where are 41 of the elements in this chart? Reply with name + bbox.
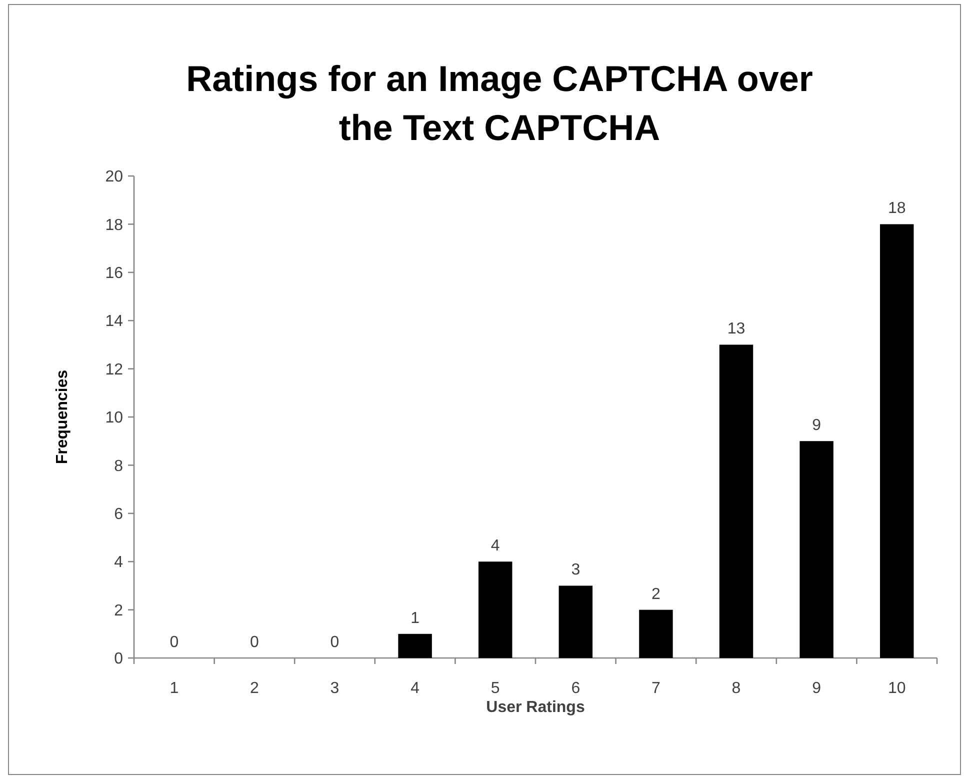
- bar: [800, 441, 834, 658]
- y-tick-label: 20: [105, 168, 124, 186]
- bar: [558, 586, 593, 658]
- y-tick-label: 0: [114, 650, 124, 668]
- y-tick-label: 2: [114, 602, 124, 620]
- bar: [398, 634, 432, 658]
- data-label: 18: [888, 200, 906, 218]
- y-tick-label: 12: [105, 361, 124, 378]
- data-label: 4: [490, 538, 500, 555]
- x-tick-label: 8: [732, 680, 741, 697]
- chart-title: Ratings for an Image CAPTCHA over the Text CAPTCHA: [186, 58, 813, 148]
- y-tick-label: 18: [105, 216, 124, 234]
- bar: [639, 610, 673, 658]
- x-tick-label: 6: [571, 680, 580, 697]
- bar: [880, 224, 914, 658]
- bar: [478, 562, 512, 658]
- data-label: 13: [727, 320, 746, 338]
- x-axis-title: User Ratings: [486, 699, 585, 716]
- x-tick-label: 4: [410, 680, 420, 697]
- x-tick-label: 2: [250, 680, 259, 697]
- x-tick-label: 9: [812, 680, 822, 697]
- y-tick-label: 6: [114, 506, 124, 523]
- x-tick-label: 10: [888, 680, 906, 697]
- x-tick-label: 3: [330, 680, 340, 697]
- data-label: 2: [651, 586, 660, 603]
- data-label: 3: [571, 562, 580, 579]
- data-label: 1: [410, 610, 420, 627]
- data-label: 0: [170, 634, 179, 651]
- x-tick-label: 1: [170, 680, 179, 697]
- x-tick-label: 5: [490, 680, 500, 697]
- data-label: 0: [250, 634, 259, 651]
- data-label: 9: [812, 417, 822, 434]
- data-label: 0: [330, 634, 340, 651]
- y-tick-label: 16: [105, 265, 124, 282]
- y-axis-title: Frequencies: [54, 370, 71, 464]
- y-tick-label: 14: [105, 313, 124, 330]
- bar: [719, 344, 754, 658]
- x-tick-label: 7: [651, 680, 660, 697]
- y-tick-label: 4: [114, 554, 124, 572]
- y-tick-label: 8: [114, 458, 124, 475]
- y-tick-label: 10: [105, 410, 124, 427]
